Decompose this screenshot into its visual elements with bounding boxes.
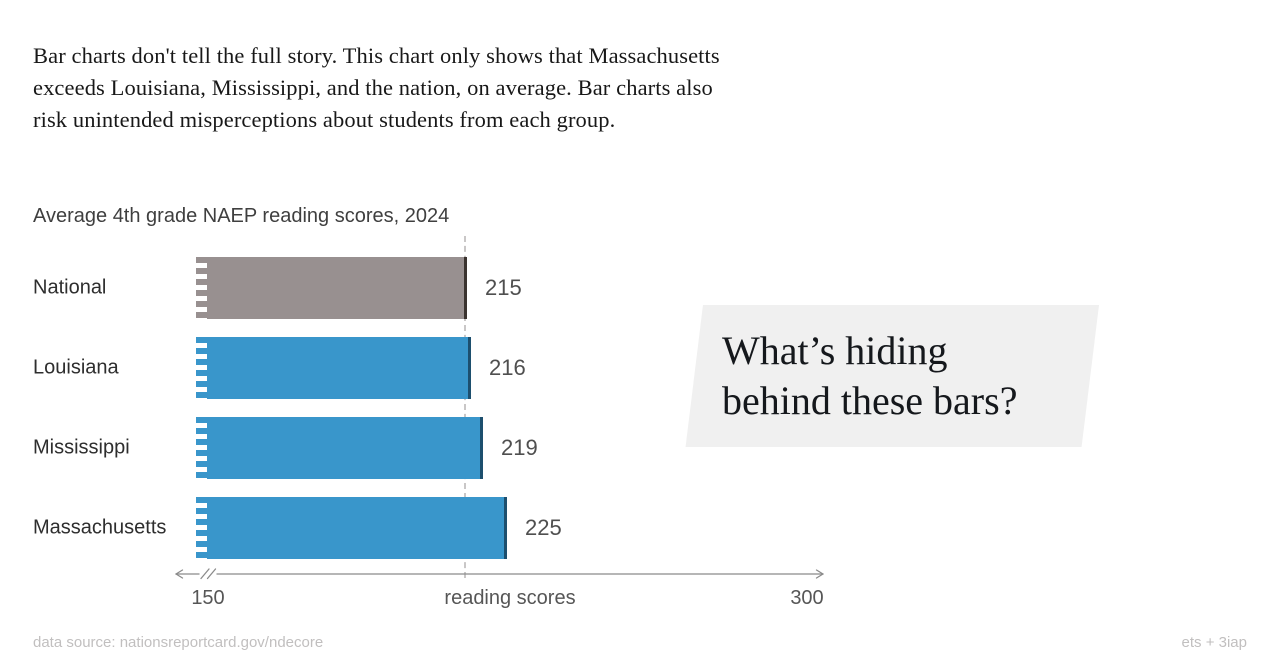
axis-tick-300: 300 (790, 587, 824, 609)
value-label: 225 (525, 515, 562, 540)
callout-line-1: What’s hiding (722, 328, 948, 373)
bar (207, 257, 467, 319)
bar (207, 417, 483, 479)
category-label: Louisiana (33, 356, 119, 379)
category-label: Massachusetts (33, 516, 167, 539)
data-source-note: data source: nationsreportcard.gov/ndeco… (33, 634, 324, 651)
value-label: 216 (489, 355, 526, 380)
x-axis (175, 568, 824, 580)
callout-text: What’s hiding behind these bars? (722, 326, 1017, 426)
value-label: 219 (501, 435, 538, 460)
axis-tick-150: 150 (191, 587, 225, 609)
bar (207, 497, 507, 559)
axis-break-teeth (196, 257, 207, 319)
value-label: 215 (485, 275, 522, 300)
bar (207, 337, 471, 399)
reference-dashed-line (464, 236, 466, 578)
category-label: Mississippi (33, 436, 130, 459)
intro-paragraph: Bar charts don't tell the full story. Th… (33, 43, 720, 132)
bar-row-mississippi: Mississippi 219 (0, 417, 1280, 479)
axis-break-teeth (196, 337, 207, 399)
credit-note: ets + 3iap (1181, 634, 1247, 651)
bar-row-massachusetts: Massachusetts 225 (0, 497, 1280, 559)
category-label: National (33, 276, 107, 299)
chart-title: Average 4th grade NAEP reading scores, 2… (33, 205, 450, 227)
axis-break-teeth (196, 497, 207, 559)
axis-break-teeth (196, 417, 207, 479)
callout-line-2: behind these bars? (722, 378, 1018, 423)
axis-title: reading scores (444, 587, 576, 609)
bar-row-louisiana: Louisiana 216 (0, 337, 1280, 399)
bar-row-national: National 215 (0, 257, 1280, 319)
